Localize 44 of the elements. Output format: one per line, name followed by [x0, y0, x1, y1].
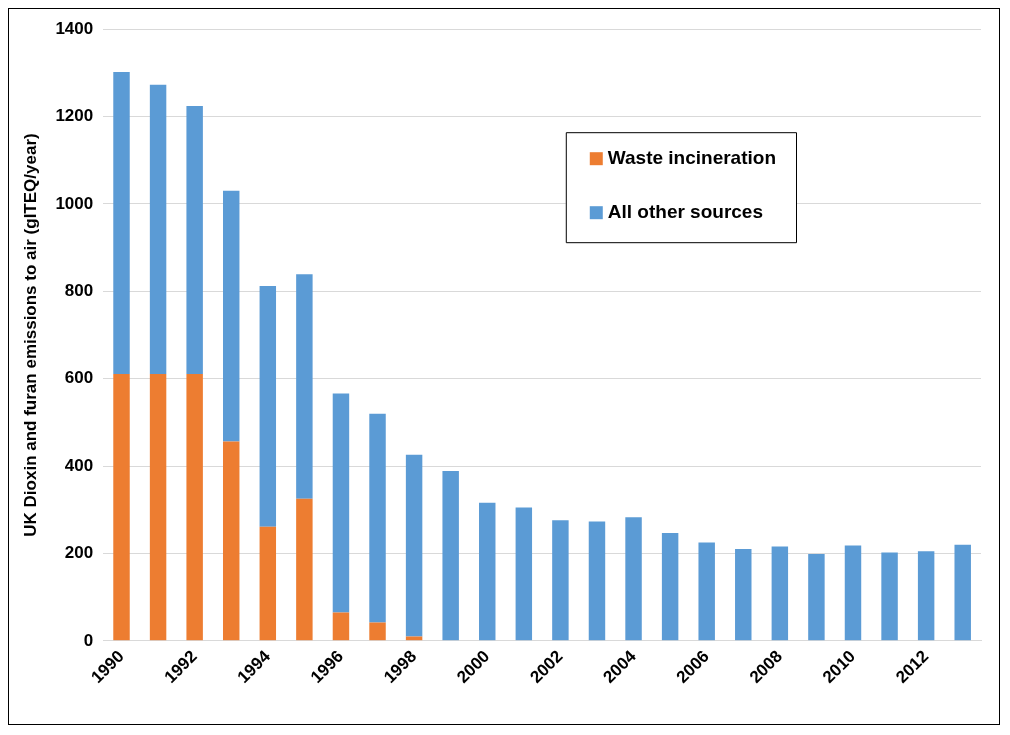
bar	[259, 286, 277, 527]
bar	[113, 373, 130, 641]
bar	[661, 532, 679, 641]
bar	[588, 521, 606, 641]
legend-label: Waste incineration	[607, 147, 776, 169]
bar	[698, 542, 715, 641]
y-tick-label: 1400	[55, 18, 94, 38]
bar	[186, 373, 203, 641]
bar	[296, 274, 313, 499]
bar	[405, 636, 423, 641]
y-tick-label: 200	[64, 543, 94, 563]
bar	[515, 507, 533, 641]
bar	[223, 441, 240, 641]
y-tick-label: 1200	[55, 106, 94, 126]
bar	[369, 622, 386, 641]
legend-label: All other sources	[607, 201, 763, 223]
y-tick-label: 0	[83, 630, 94, 650]
bar	[296, 498, 313, 641]
bar	[332, 393, 350, 613]
bar	[369, 413, 386, 623]
bar	[479, 502, 496, 641]
bar	[223, 190, 240, 442]
bar	[844, 545, 862, 641]
bar	[735, 549, 752, 641]
y-tick-label: 1000	[55, 193, 94, 213]
bar	[186, 106, 203, 374]
bar	[259, 526, 277, 641]
bar	[771, 546, 789, 641]
bar	[552, 520, 569, 641]
bar	[917, 551, 935, 641]
bar	[881, 552, 898, 641]
bar	[808, 553, 825, 641]
y-tick-label: 800	[64, 281, 94, 301]
bar	[149, 84, 167, 374]
bar	[332, 612, 350, 641]
y-axis-title: UK Dioxin and furan emissions to air (gITEQ/year)	[20, 133, 40, 537]
bar	[113, 72, 130, 374]
bar	[405, 454, 423, 637]
bar	[442, 470, 459, 641]
y-tick-label: 400	[64, 455, 94, 475]
bar	[625, 517, 642, 641]
bar	[954, 544, 971, 641]
y-tick-label: 600	[64, 368, 94, 388]
bar	[149, 373, 167, 641]
